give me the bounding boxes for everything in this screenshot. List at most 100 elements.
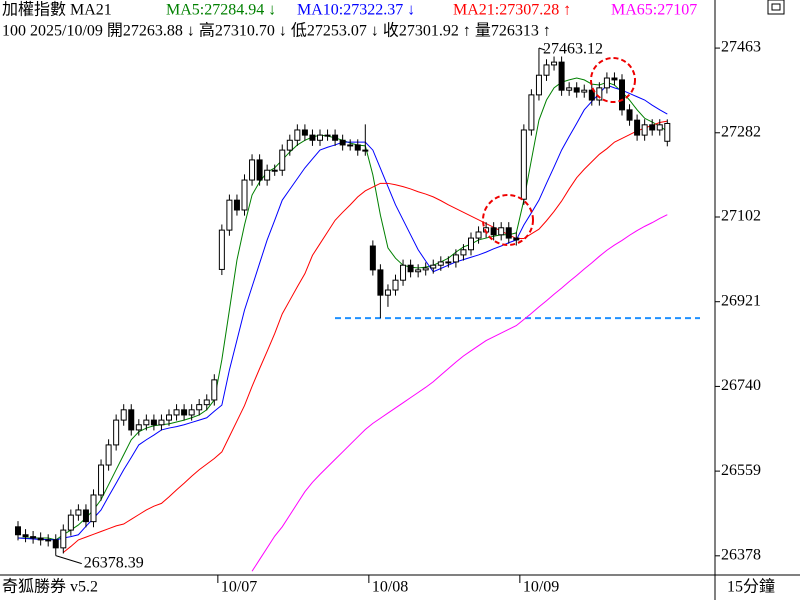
candle-body bbox=[166, 414, 172, 421]
x-tick-label: 10/08 bbox=[372, 579, 408, 596]
candle-body bbox=[626, 109, 633, 121]
candle-body bbox=[218, 229, 225, 270]
info-line: 100 2025/10/09 開27263.88 ↓ 高27310.70 ↓ 低… bbox=[2, 22, 551, 40]
legend-entry: MA5:27284.94 ↓ bbox=[166, 2, 276, 19]
candle-body bbox=[90, 494, 97, 523]
candle-body bbox=[377, 269, 384, 296]
candle-body bbox=[641, 124, 648, 136]
candle-body bbox=[52, 539, 59, 549]
candle-body bbox=[309, 134, 316, 141]
legend-entry: MA10:27322.37 ↓ bbox=[297, 2, 415, 19]
candle-body bbox=[67, 514, 74, 531]
candle-body bbox=[520, 129, 527, 200]
ma-line bbox=[62, 120, 668, 553]
annotation-leader bbox=[55, 555, 82, 565]
candle-body bbox=[301, 129, 308, 136]
candle-body bbox=[513, 237, 520, 241]
y-tick-label: 26559 bbox=[721, 462, 761, 479]
candle-body bbox=[475, 231, 482, 239]
candle-body bbox=[324, 134, 331, 137]
candle-body bbox=[294, 129, 301, 141]
candle-body bbox=[317, 134, 323, 141]
candle-body bbox=[573, 87, 580, 93]
candle-body bbox=[22, 534, 29, 538]
candle-body bbox=[241, 179, 248, 211]
y-tick-label: 27282 bbox=[721, 123, 761, 140]
footer: 奇狐勝券 v5.2 bbox=[2, 578, 98, 596]
candle-body bbox=[173, 409, 180, 416]
candle-body bbox=[468, 237, 474, 251]
candle-body bbox=[430, 264, 437, 269]
candle-body bbox=[437, 261, 444, 266]
period: 15分鐘 bbox=[727, 578, 775, 596]
candle-body bbox=[105, 444, 112, 466]
candle-body bbox=[445, 261, 452, 264]
candle-body bbox=[150, 419, 157, 426]
candle-body bbox=[551, 61, 558, 66]
candle-body bbox=[279, 149, 286, 171]
candle-body bbox=[603, 77, 610, 89]
candle-body bbox=[452, 254, 459, 263]
candle-body bbox=[528, 94, 535, 131]
candle-body bbox=[588, 89, 595, 101]
candle-body bbox=[256, 159, 263, 181]
candle-body bbox=[619, 79, 625, 111]
candle-body bbox=[407, 264, 414, 273]
candle-body bbox=[15, 526, 21, 536]
candle-body bbox=[45, 539, 52, 542]
candle-body bbox=[347, 144, 354, 147]
candle-body bbox=[392, 279, 399, 291]
candle-body bbox=[664, 122, 671, 142]
chart-title: 加權指數 MA21 bbox=[2, 1, 112, 19]
candle-body bbox=[498, 227, 505, 236]
candle-body bbox=[120, 409, 127, 421]
max-annotation: 27463.12 bbox=[543, 41, 603, 58]
candle-body bbox=[634, 119, 641, 136]
y-tick-label: 26740 bbox=[721, 377, 761, 394]
candle-body bbox=[581, 89, 588, 93]
candle-body bbox=[384, 289, 391, 296]
candle-body bbox=[203, 399, 210, 406]
candle-body bbox=[354, 144, 361, 151]
candle-body bbox=[596, 87, 603, 101]
ma-line bbox=[251, 214, 668, 572]
candle-body bbox=[286, 139, 293, 151]
candle-body bbox=[113, 419, 120, 446]
legend-entry: MA21:27307.28 ↑ bbox=[453, 2, 571, 19]
candle-body bbox=[649, 124, 656, 131]
legend-entry: MA65:27107 bbox=[611, 2, 697, 19]
candle-body bbox=[566, 87, 573, 91]
candle-body bbox=[98, 464, 105, 496]
candle-body bbox=[400, 264, 407, 281]
candle-body bbox=[158, 419, 165, 426]
x-tick-label: 10/07 bbox=[221, 579, 257, 596]
y-tick-label: 27463 bbox=[721, 39, 761, 56]
window-button-icon bbox=[771, 3, 781, 11]
plot-area bbox=[15, 48, 700, 572]
candle-body bbox=[211, 379, 218, 401]
candle-body bbox=[543, 64, 550, 76]
candle-body bbox=[60, 529, 67, 549]
highlight-circle bbox=[482, 194, 534, 246]
candle-body bbox=[611, 77, 618, 81]
candle-body bbox=[656, 124, 663, 131]
candle-body bbox=[490, 227, 497, 236]
candle-body bbox=[271, 169, 278, 172]
candle-body bbox=[332, 134, 339, 141]
candle-body bbox=[188, 409, 195, 416]
candle-body bbox=[30, 536, 37, 539]
y-tick-label: 26921 bbox=[721, 292, 761, 309]
candle-body bbox=[369, 245, 376, 271]
candle-body bbox=[535, 74, 542, 96]
candle-body bbox=[143, 419, 150, 426]
highlight-circle bbox=[590, 57, 636, 103]
candle-body bbox=[128, 409, 135, 431]
candle-body bbox=[75, 509, 82, 516]
candle-body bbox=[135, 424, 142, 431]
y-tick-label: 27102 bbox=[721, 208, 761, 225]
x-tick-label: 10/09 bbox=[523, 579, 559, 596]
y-tick-label: 26378 bbox=[721, 546, 761, 563]
window-button[interactable] bbox=[767, 0, 785, 15]
